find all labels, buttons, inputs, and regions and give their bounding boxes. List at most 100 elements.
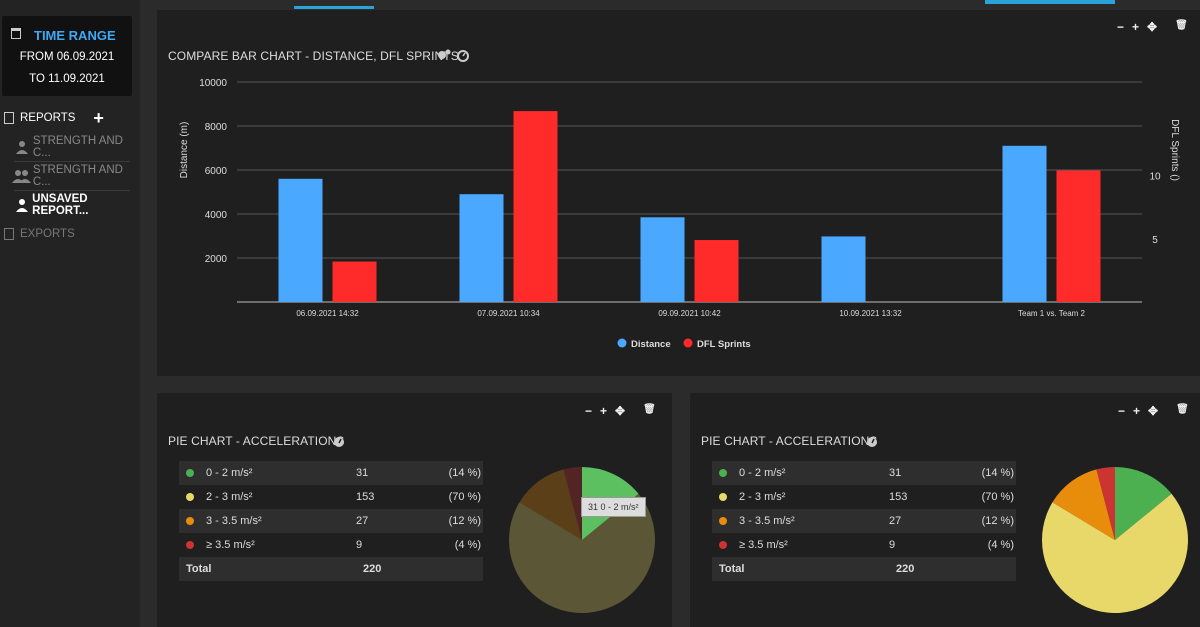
sidebar-item-report-1[interactable]: STRENGTH AND C...: [0, 134, 140, 160]
y-axis-label: Distance (m): [179, 122, 190, 179]
swatch: [186, 541, 194, 549]
total-value: 220: [363, 563, 382, 575]
bar-distance: [640, 217, 685, 302]
bar-sprints: [694, 240, 739, 302]
nav-reports[interactable]: REPORTS +: [0, 105, 140, 131]
row-pct: (12 %): [448, 515, 481, 527]
table-total-row: Total 220: [712, 557, 1016, 581]
pie-table: 0 - 2 m/s² 31 (14 %) 2 - 3 m/s² 153 (70 %) 3…: [179, 461, 483, 581]
table-row: ≥ 3.5 m/s² 9 (4 %): [179, 533, 483, 557]
panel-controls: − + ✥ 🗑: [585, 404, 656, 418]
sidebar-item-report-3[interactable]: UNSAVED REPORT...: [0, 192, 140, 218]
panel-controls: − + ✥ 🗑: [1118, 404, 1189, 418]
row-pct: (14 %): [448, 467, 481, 479]
add-report-button[interactable]: +: [93, 107, 104, 128]
row-label: 0 - 2 m/s²: [739, 467, 786, 479]
table-row: 3 - 3.5 m/s² 27 (12 %): [712, 509, 1016, 533]
y-tick-label: 8000: [205, 122, 228, 133]
swatch: [719, 541, 727, 549]
table-row: ≥ 3.5 m/s² 9 (4 %): [712, 533, 1016, 557]
document-icon: [4, 112, 14, 124]
row-count: 31: [356, 467, 369, 479]
row-count: 9: [889, 539, 896, 551]
nav-reports-label: REPORTS: [20, 112, 76, 124]
minimize-button[interactable]: −: [1117, 20, 1125, 34]
users-icon: [12, 170, 31, 183]
row-count: 153: [356, 491, 375, 503]
legend-distance-swatch: [617, 338, 627, 348]
move-icon[interactable]: ✥: [1148, 404, 1159, 418]
maximize-button[interactable]: +: [1133, 404, 1141, 418]
sidebar-item-label: STRENGTH AND C...: [32, 164, 123, 188]
table-row: 0 - 2 m/s² 31 (14 %): [712, 461, 1016, 485]
gauge-icon[interactable]: [333, 436, 345, 448]
pie-chart-2[interactable]: [1030, 455, 1200, 625]
bar-sprints: [332, 261, 377, 302]
move-icon[interactable]: ✥: [1147, 20, 1158, 34]
header-button[interactable]: [985, 0, 1115, 4]
row-count: 31: [889, 467, 902, 479]
export-icon: [4, 228, 14, 240]
x-tick-label: Team 1 vs. Team 2: [1018, 309, 1086, 318]
row-label: 3 - 3.5 m/s²: [206, 515, 262, 527]
row-label: ≥ 3.5 m/s²: [206, 539, 255, 551]
table-row: 2 - 3 m/s² 153 (70 %): [179, 485, 483, 509]
y-tick-label: 10000: [199, 78, 227, 89]
row-count: 27: [356, 515, 369, 527]
delete-icon[interactable]: 🗑: [643, 404, 656, 415]
maximize-button[interactable]: +: [1132, 20, 1140, 34]
time-range-box[interactable]: TIME RANGE FROM 06.09.2021 TO 11.09.2021: [2, 16, 132, 96]
total-label: Total: [719, 563, 745, 575]
legend-sprints-swatch: [683, 338, 693, 348]
table-row: 2 - 3 m/s² 153 (70 %): [712, 485, 1016, 509]
minimize-button[interactable]: −: [1118, 404, 1126, 418]
bar-chart-title: COMPARE BAR CHART - DISTANCE, DFL SPRINT…: [168, 49, 459, 63]
user-icon: [16, 199, 28, 212]
sidebar: TIME RANGE FROM 06.09.2021 TO 11.09.2021…: [0, 0, 140, 627]
swatch: [186, 493, 194, 501]
delete-icon[interactable]: 🗑: [1175, 20, 1188, 31]
time-range-to: TO 11.09.2021: [29, 73, 105, 85]
pie-chart-1[interactable]: [497, 455, 667, 625]
row-pct: (4 %): [454, 539, 481, 551]
active-tab-indicator: [294, 6, 374, 9]
y-right-tick-label: 5: [1152, 235, 1158, 246]
settings-icon[interactable]: [436, 48, 470, 62]
row-count: 153: [889, 491, 908, 503]
delete-icon[interactable]: 🗑: [1176, 404, 1189, 415]
gauge-icon[interactable]: [866, 436, 878, 448]
table-row: 3 - 3.5 m/s² 27 (12 %): [179, 509, 483, 533]
sidebar-item-report-2[interactable]: STRENGTH AND C...: [0, 163, 140, 189]
total-label: Total: [186, 563, 212, 575]
sidebar-item-label: UNSAVED REPORT...: [32, 193, 89, 217]
maximize-button[interactable]: +: [600, 404, 608, 418]
minimize-button[interactable]: −: [585, 404, 593, 418]
swatch: [719, 469, 727, 477]
total-value: 220: [896, 563, 915, 575]
pie-slice: [509, 493, 655, 613]
divider: [14, 161, 130, 162]
pie-slice: [1115, 467, 1172, 540]
bar-chart: 2000 4000 6000 8000 10000 5 10 06.09.2021 14:32…: [179, 78, 1180, 350]
x-tick-label: 07.09.2021 10:34: [477, 309, 540, 318]
row-label: 2 - 3 m/s²: [739, 491, 786, 503]
legend-sprints[interactable]: DFL Sprints: [697, 339, 751, 350]
nav-exports[interactable]: EXPORTS: [0, 221, 140, 247]
user-icon: [16, 141, 28, 154]
time-range-title: TIME RANGE: [34, 28, 116, 43]
y-right-tick-label: 10: [1149, 172, 1161, 183]
swatch: [186, 469, 194, 477]
sidebar-item-label: STRENGTH AND C...: [32, 135, 123, 159]
x-tick-label: 10.09.2021 13:32: [839, 309, 902, 318]
row-count: 9: [356, 539, 363, 551]
row-count: 27: [889, 515, 902, 527]
move-icon[interactable]: ✥: [615, 404, 626, 418]
bar-distance: [1002, 145, 1047, 302]
swatch: [719, 517, 727, 525]
bar-distance: [821, 236, 866, 302]
divider: [14, 190, 130, 191]
pie-slice: [519, 469, 582, 540]
legend-distance[interactable]: Distance: [631, 339, 671, 350]
row-label: ≥ 3.5 m/s²: [739, 539, 788, 551]
row-label: 0 - 2 m/s²: [206, 467, 253, 479]
